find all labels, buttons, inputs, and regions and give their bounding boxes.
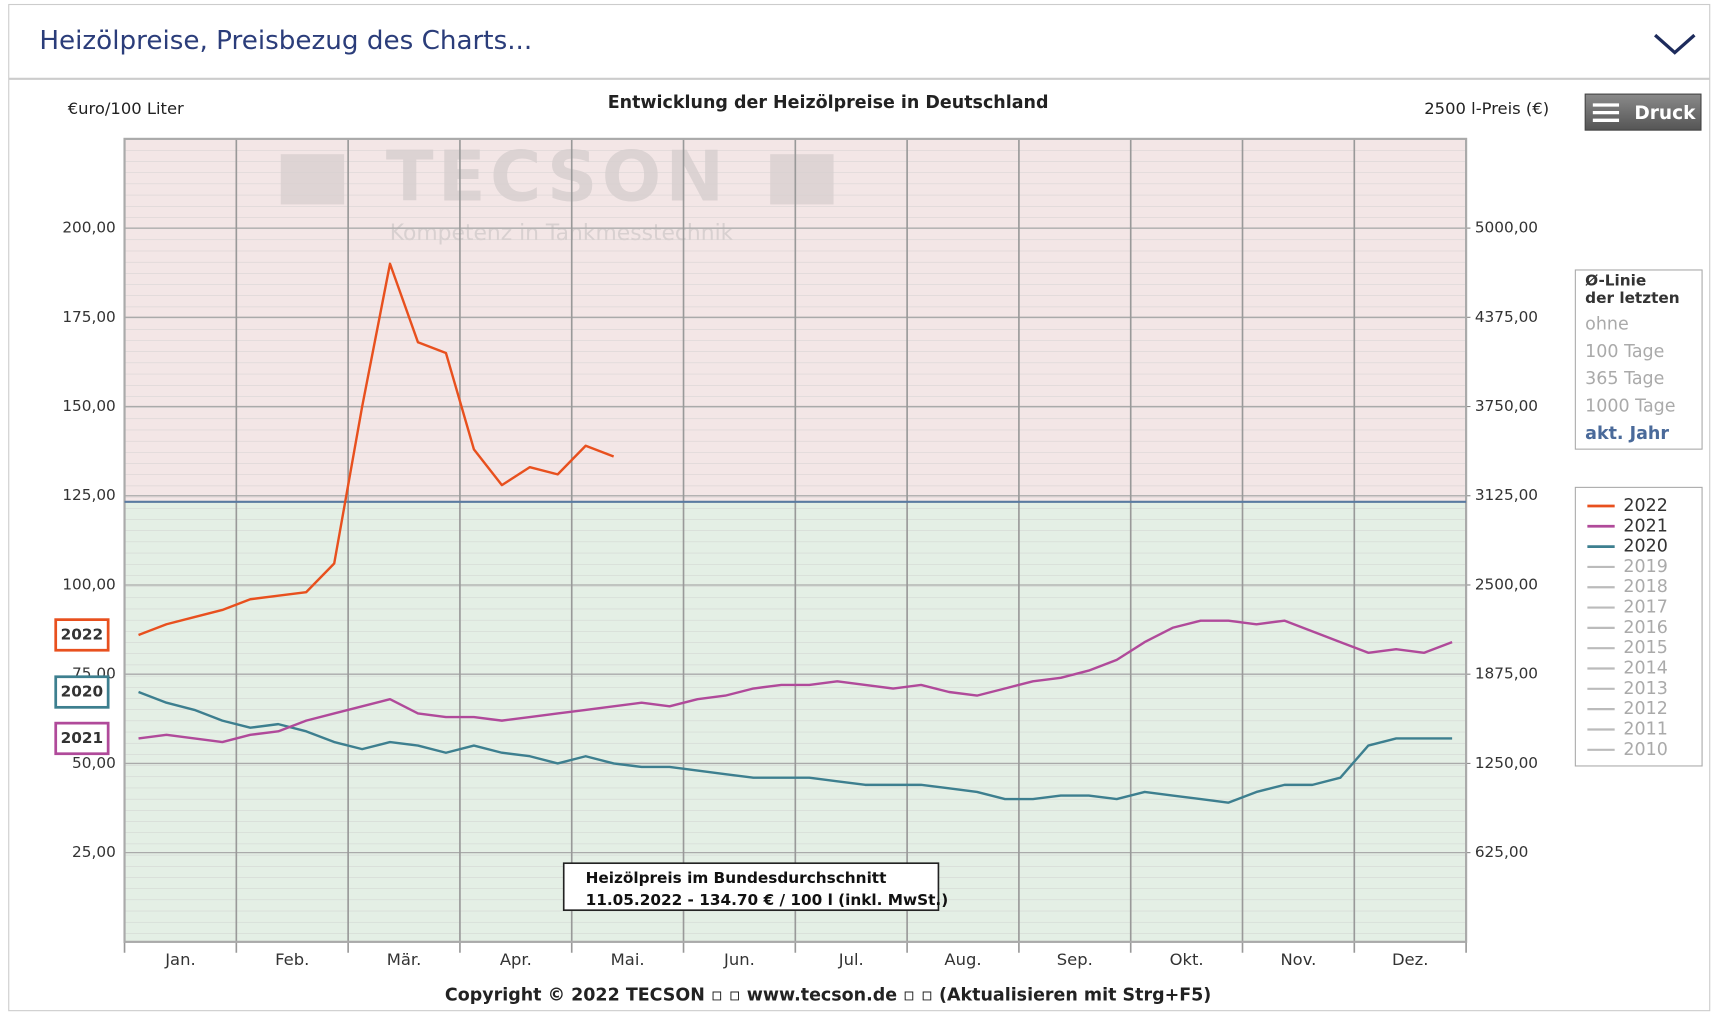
x-tick-label: Mai. [611, 950, 645, 969]
series-tag-frame [54, 675, 110, 709]
average-box: Ø-Linie der letzten ohne 100 Tage 365 Ta… [1574, 269, 1703, 450]
legend-label[interactable]: 2021 [1623, 516, 1667, 536]
average-title: Ø-Linie [1585, 271, 1646, 289]
print-label[interactable]: Druck [1634, 103, 1696, 124]
x-tick-label: Okt. [1170, 950, 1204, 969]
watermark-brand: TECSON [386, 137, 729, 218]
series-tag: 2020 [61, 683, 104, 701]
x-tick-label: Aug. [944, 950, 981, 969]
annotation-frame [562, 862, 940, 911]
x-tick-label: Jul. [838, 950, 864, 969]
legend-label[interactable]: 2016 [1623, 618, 1667, 638]
copyright: Copyright © 2022 TECSON ▫ ▫ www.tecson.d… [445, 985, 1211, 1005]
average-option[interactable]: akt. Jahr [1585, 424, 1669, 444]
y2-tick-label: 1250,00 [1475, 754, 1538, 772]
y-tick-label: 50,00 [72, 754, 116, 772]
annotation-line: Heizölpreis im Bundesdurchschnitt [586, 869, 887, 887]
x-tick-label: Mär. [387, 950, 422, 969]
y2-tick-label: 5000,00 [1475, 219, 1538, 237]
legend: 2022202120202019201820172016201520142013… [1587, 496, 1668, 760]
legend-label[interactable]: 2010 [1623, 740, 1667, 760]
series-tag-frame [54, 618, 110, 652]
legend-label[interactable]: 2018 [1623, 577, 1667, 597]
watermark-tagline: Kompetenz in Tankmesstechnik [390, 221, 734, 246]
x-tick-label: Jan. [164, 950, 195, 969]
annotation-box: Heizölpreis im Bundesdurchschnitt 11.05.… [562, 862, 949, 911]
y-tick-label: 175,00 [62, 308, 115, 326]
plot-area: TECSON Kompetenz in Tankmesstechnik 25,00 5… [54, 137, 1538, 969]
x-tick-label: Dez. [1392, 950, 1428, 969]
y2-tick-label: 3125,00 [1475, 486, 1538, 504]
legend-label[interactable]: 2017 [1623, 598, 1667, 618]
series-tag-frame [54, 721, 110, 756]
y2-tick-label: 4375,00 [1475, 308, 1538, 326]
chart-title: Entwicklung der Heizölpreise in Deutschl… [608, 93, 1049, 113]
legend-label[interactable]: 2014 [1623, 659, 1667, 679]
y-tick-label: 125,00 [62, 486, 115, 504]
legend-label[interactable]: 2015 [1623, 638, 1667, 658]
legend-label[interactable]: 2011 [1623, 719, 1667, 739]
x-tick-label: Apr. [500, 950, 532, 969]
y-tick-label: 100,00 [62, 575, 115, 593]
legend-label[interactable]: 2022 [1623, 496, 1667, 516]
legend-label[interactable]: 2020 [1623, 537, 1667, 557]
y-tick-label: 25,00 [72, 843, 116, 861]
series-tag: 2022 [61, 625, 104, 643]
y2-axis-label: 2500 l-Preis (€) [1424, 99, 1549, 118]
average-title: der letzten [1585, 289, 1680, 307]
x-tick-label: Jun. [723, 950, 755, 969]
y2-tick-label: 1875,00 [1475, 665, 1538, 683]
series-line [138, 619, 1453, 744]
collapse-chevron[interactable] [1654, 33, 1696, 55]
x-tick-label: Nov. [1280, 950, 1316, 969]
header-title: Heizölpreise, Preisbezug des Charts... [39, 26, 532, 56]
plot-frame [123, 137, 1468, 943]
legend-label[interactable]: 2013 [1623, 679, 1667, 699]
series-line [138, 262, 615, 637]
x-tick-label: Sep. [1057, 950, 1093, 969]
x-tick-label: Feb. [275, 950, 309, 969]
annotation-line: 11.05.2022 - 134.70 € / 100 l (inkl. MwS… [586, 891, 949, 909]
watermark-block [280, 154, 345, 205]
legend-label[interactable]: 2019 [1623, 557, 1667, 577]
legend-label[interactable]: 2012 [1623, 699, 1667, 719]
y-axis-label: €uro/100 Liter [68, 99, 184, 118]
average-option[interactable]: 100 Tage [1585, 342, 1664, 362]
y2-tick-label: 2500,00 [1475, 575, 1538, 593]
watermark-block [770, 154, 834, 205]
y2-tick-label: 3750,00 [1475, 397, 1538, 415]
y-tick-label: 150,00 [62, 397, 115, 415]
average-option[interactable]: ohne [1585, 315, 1629, 335]
average-option[interactable]: 1000 Tage [1585, 397, 1675, 417]
average-box-frame [1574, 269, 1703, 450]
series-tag: 2021 [61, 729, 104, 747]
menu-icon [1592, 103, 1620, 122]
print-button[interactable]: Druck [1584, 93, 1702, 131]
series-line [138, 690, 1453, 804]
y-tick-label: 200,00 [62, 219, 115, 237]
legend-frame [1574, 486, 1703, 767]
y2-tick-label: 625,00 [1475, 843, 1528, 861]
average-option[interactable]: 365 Tage [1585, 369, 1664, 389]
